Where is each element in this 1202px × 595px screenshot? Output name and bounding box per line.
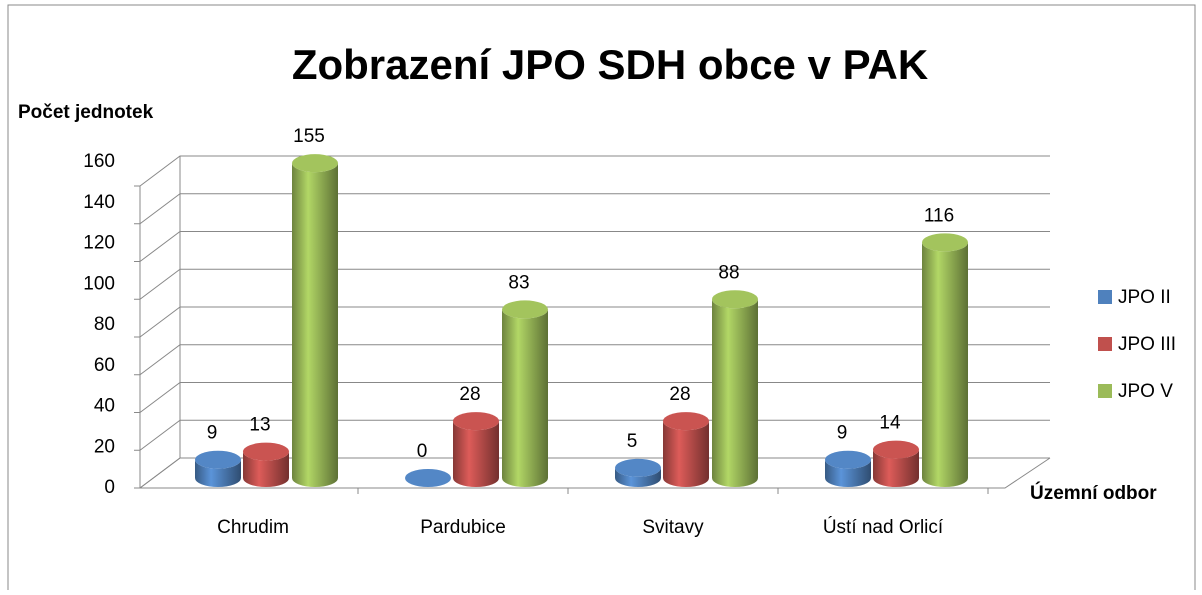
cylinder-top — [663, 412, 709, 431]
y-tick-label: 20 — [94, 436, 115, 457]
data-label: 9 — [207, 423, 218, 444]
cylinder — [873, 449, 919, 487]
cylinder-top — [195, 450, 241, 469]
data-label: 13 — [249, 415, 270, 436]
y-tick-label: 140 — [83, 192, 115, 213]
y-tick-label: 60 — [94, 355, 115, 376]
legend-swatch — [1098, 337, 1112, 351]
data-label: 28 — [459, 384, 480, 405]
cylinder — [922, 242, 968, 487]
x-tick-label: Pardubice — [420, 517, 506, 538]
cylinder-top — [712, 290, 758, 309]
y-tick-label: 0 — [104, 477, 115, 498]
cylinder — [292, 163, 338, 487]
data-label: 14 — [879, 413, 901, 434]
y-axis-label: Počet jednotek — [18, 102, 154, 123]
cylinder — [502, 309, 548, 487]
cylinder-top — [615, 458, 661, 477]
chart-frame — [7, 4, 1196, 595]
chart-title: Zobrazení JPO SDH obce v PAK — [292, 41, 928, 88]
cylinder — [243, 451, 289, 487]
data-label: 88 — [718, 262, 739, 283]
legend-label: JPO II — [1118, 287, 1171, 308]
grid-line — [139, 193, 1050, 225]
grid-line — [139, 268, 1050, 300]
grid-line — [139, 457, 1050, 489]
cylinder — [825, 459, 871, 487]
legend-label: JPO III — [1118, 334, 1176, 355]
cylinder-top — [243, 442, 289, 461]
cylinder-top — [825, 450, 871, 469]
cylinder — [615, 467, 661, 487]
x-tick-label: Chrudim — [217, 517, 289, 538]
cylinder — [195, 459, 241, 487]
grid-line — [139, 344, 1050, 376]
grid-line — [139, 382, 1050, 413]
grid-line — [139, 155, 1050, 187]
data-label: 116 — [924, 205, 954, 226]
legend-label: JPO V — [1118, 381, 1173, 402]
cylinder-top — [502, 300, 548, 319]
cylinder-top — [873, 440, 919, 459]
data-label: 83 — [508, 272, 529, 293]
cylinder — [712, 299, 758, 487]
cylinder — [663, 421, 709, 487]
cylinder-top — [453, 412, 499, 431]
legend-swatch — [1098, 290, 1112, 304]
data-label: 155 — [293, 126, 325, 147]
legend-swatch — [1098, 384, 1112, 398]
data-label: 5 — [627, 431, 638, 452]
x-tick-label: Svitavy — [642, 517, 704, 538]
cylinder-top — [292, 154, 338, 173]
data-label: 9 — [837, 423, 848, 444]
y-tick-label: 40 — [94, 396, 115, 417]
data-label: 0 — [417, 441, 428, 462]
cylinder — [453, 421, 499, 487]
cylinder-top — [405, 469, 451, 487]
data-label: 28 — [669, 384, 690, 405]
grid-line — [139, 231, 1050, 262]
x-axis-label: Územní odbor — [1030, 482, 1157, 504]
y-tick-label: 80 — [94, 314, 115, 335]
cylinder-top — [922, 233, 968, 252]
grid-line — [139, 306, 1050, 338]
y-tick-label: 160 — [83, 151, 115, 172]
x-tick-label: Ústí nad Orlicí — [823, 516, 944, 538]
grid-line — [139, 419, 1050, 451]
y-tick-label: 120 — [83, 233, 115, 254]
floor — [140, 457, 1051, 489]
y-tick-label: 100 — [83, 273, 115, 294]
